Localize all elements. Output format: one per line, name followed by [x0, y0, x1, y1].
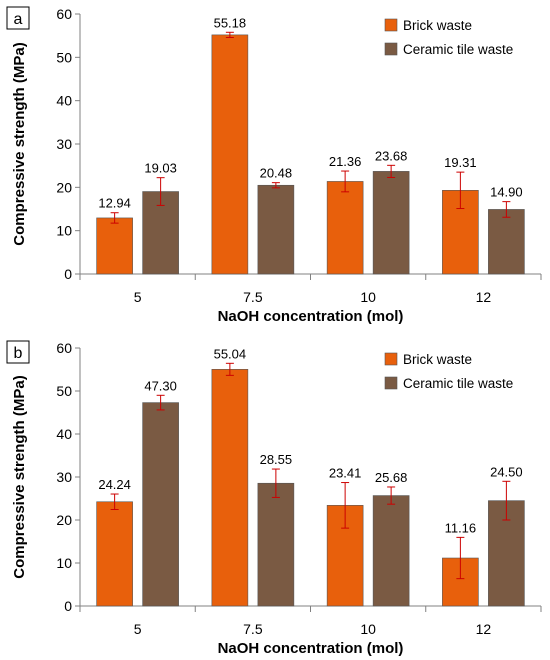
- y-tick-label: 10: [56, 555, 72, 571]
- data-label: 11.16: [445, 520, 477, 535]
- bar: [257, 184, 295, 275]
- legend-swatch: [384, 42, 398, 56]
- data-label: 55.04: [214, 346, 247, 361]
- bar: [372, 171, 410, 275]
- legend-label: Ceramic tile waste: [403, 42, 513, 57]
- chart-panel-a: a 0 10 20 30 40 50 60 5 7.5 10 12 NaOH concentration…: [6, 6, 542, 325]
- y-tick-label: 40: [56, 93, 72, 109]
- data-label: 47.30: [144, 378, 177, 393]
- legend-label: Brick waste: [403, 352, 472, 367]
- y-tick-label: 30: [56, 469, 72, 485]
- data-label: 23.41: [329, 466, 362, 481]
- data-label: 28.55: [260, 452, 293, 467]
- data-label: 12.94: [98, 196, 131, 211]
- bar: [96, 501, 133, 607]
- panel-label: b: [14, 345, 23, 362]
- y-tick-label: 0: [64, 266, 72, 282]
- bar: [142, 402, 179, 607]
- x-axis-title: NaOH concentration (mol): [218, 308, 404, 325]
- x-tick-label: 12: [476, 289, 492, 305]
- x-tick-label: 7.5: [243, 289, 263, 305]
- data-label: 14.90: [490, 185, 523, 200]
- legend-label: Brick waste: [403, 18, 472, 33]
- legend-swatch: [384, 18, 398, 32]
- bar: [211, 369, 249, 607]
- data-label: 19.03: [144, 161, 177, 176]
- legend-swatch: [384, 352, 398, 366]
- x-tick-label: 12: [476, 621, 492, 637]
- chart-panel-b: b 0 10 20 30 40 50 60 5 7.5 10 12 NaOH concentration…: [6, 340, 542, 657]
- legend-label: Ceramic tile waste: [403, 376, 513, 391]
- data-label: 55.18: [214, 15, 247, 30]
- x-axis-title: NaOH concentration (mol): [218, 640, 404, 657]
- data-label: 19.31: [444, 155, 477, 170]
- x-tick-label: 5: [134, 289, 142, 305]
- y-axis-title: Compressive strength (MPa): [11, 42, 28, 245]
- bar: [211, 34, 249, 275]
- y-tick-label: 40: [56, 426, 72, 442]
- legend-swatch: [384, 376, 398, 390]
- y-tick-label: 0: [64, 598, 72, 614]
- bar: [372, 495, 410, 607]
- y-tick-label: 20: [56, 512, 72, 528]
- x-tick-label: 10: [360, 289, 376, 305]
- panel-label: a: [14, 11, 23, 28]
- panel-label-box: [6, 340, 30, 364]
- x-tick-label: 5: [134, 621, 142, 637]
- y-tick-label: 50: [56, 49, 72, 65]
- y-tick-label: 10: [56, 223, 72, 239]
- y-tick-label: 50: [56, 383, 72, 399]
- data-label: 25.68: [375, 470, 408, 485]
- y-tick-label: 60: [56, 6, 72, 22]
- x-tick-label: 7.5: [243, 621, 263, 637]
- data-label: 23.68: [375, 148, 408, 163]
- bar: [257, 482, 295, 607]
- bar: [96, 217, 133, 275]
- y-axis-title: Compressive strength (MPa): [11, 375, 28, 578]
- y-tick-label: 30: [56, 136, 72, 152]
- data-label: 21.36: [329, 154, 362, 169]
- x-tick-label: 10: [360, 621, 376, 637]
- data-label: 20.48: [260, 166, 293, 181]
- data-label: 24.24: [98, 477, 131, 492]
- data-label: 24.50: [490, 464, 523, 479]
- panel-label-box: [6, 6, 30, 30]
- y-tick-label: 60: [56, 340, 72, 356]
- bar: [488, 209, 525, 275]
- bar: [326, 181, 364, 275]
- y-tick-label: 20: [56, 179, 72, 195]
